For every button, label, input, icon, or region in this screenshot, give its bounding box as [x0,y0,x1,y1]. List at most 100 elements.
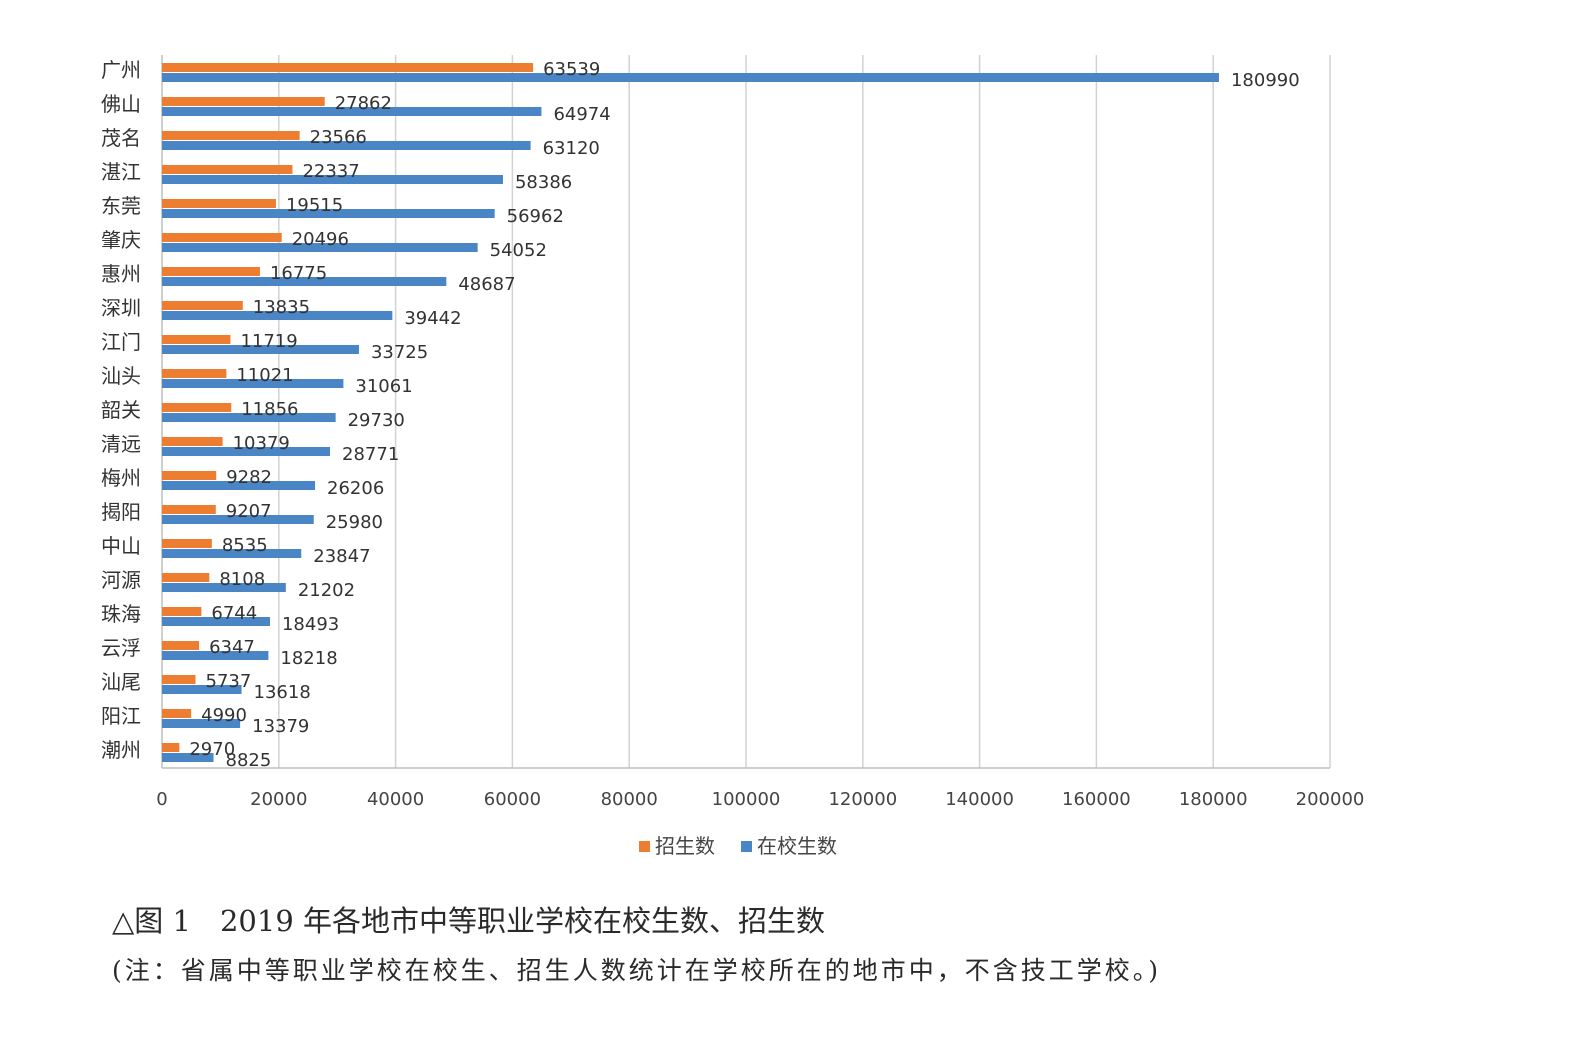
data-label-enrollment: 22337 [302,161,359,182]
data-label-in-school: 23847 [313,546,370,567]
category-label: 清远 [101,432,141,456]
bar-in-school [162,549,302,558]
bar-enrollment [162,539,212,548]
x-tick-label: 0 [156,789,167,810]
data-label-in-school: 63120 [543,138,600,159]
data-label-in-school: 64974 [553,104,610,125]
category-label: 河源 [101,568,141,592]
bar-enrollment [162,437,223,446]
bar-enrollment [162,267,260,276]
bar-enrollment [162,607,202,616]
bar-enrollment [162,709,192,718]
category-label: 肇庆 [101,228,141,252]
bar-enrollment [162,743,180,752]
category-label: 云浮 [101,636,141,660]
category-label: 汕尾 [101,670,141,694]
category-label: 茂名 [101,126,141,150]
data-label-in-school: 31061 [355,376,412,397]
bar-in-school [162,685,242,694]
x-tick-label: 40000 [367,789,424,810]
x-tick-label: 60000 [484,789,541,810]
bar-in-school [162,651,269,660]
data-label-in-school: 28771 [342,444,399,465]
data-label-in-school: 13379 [252,716,309,737]
x-tick-label: 80000 [601,789,658,810]
data-label-enrollment: 11021 [236,365,293,386]
legend-marker-enrollment [639,841,650,852]
data-label-in-school: 26206 [327,478,384,499]
data-label-in-school: 56962 [507,206,564,227]
x-tick-label: 180000 [1179,789,1248,810]
data-label-enrollment: 8535 [222,535,268,556]
category-label: 揭阳 [101,500,141,524]
bar-enrollment [162,301,243,310]
data-label-in-school: 48687 [458,274,515,295]
data-label-in-school: 54052 [490,240,547,261]
category-label: 潮州 [101,738,141,762]
category-label: 惠州 [101,262,141,286]
bar-in-school [162,413,336,422]
bar-enrollment [162,233,282,242]
bar-in-school [162,345,359,354]
data-label-in-school: 8825 [226,750,272,771]
figure-caption: △图 1 2019 年各地市中等职业学校在校生数、招生数 [112,904,825,938]
x-tick-label: 140000 [945,789,1014,810]
data-label-in-school: 39442 [404,308,461,329]
bar-enrollment [162,335,231,344]
bar-enrollment [162,505,216,514]
category-label: 韶关 [101,398,141,422]
bar-in-school [162,141,531,150]
x-tick-label: 100000 [712,789,781,810]
bar-in-school [162,209,495,218]
bar-in-school [162,719,241,728]
data-label-in-school: 25980 [326,512,383,533]
data-label-enrollment: 20496 [292,229,349,250]
bar-enrollment [162,675,196,684]
data-label-enrollment: 27862 [335,93,392,114]
bar-enrollment [162,199,276,208]
legend-label-enrollment: 招生数 [655,834,715,858]
bar-in-school [162,617,270,626]
data-label-enrollment: 13835 [253,297,310,318]
data-label-enrollment: 8108 [219,569,265,590]
bar-enrollment [162,471,217,480]
bar-in-school [162,277,447,286]
data-label-enrollment: 9207 [226,501,272,522]
bar-in-school [162,753,214,762]
bar-chart: 0 20000 40000 60000 80000 100000 120000 140000 1… [101,55,1364,858]
category-label: 汕头 [101,364,141,388]
category-label: 江门 [101,330,141,354]
data-label-in-school: 18493 [282,614,339,635]
bar-in-school [162,379,344,388]
category-label: 深圳 [101,296,141,320]
bar-enrollment [162,97,325,106]
bar-in-school [162,311,393,320]
bar-in-school [162,175,503,184]
category-label: 珠海 [101,602,141,626]
category-label: 东莞 [101,194,141,218]
data-label-enrollment: 5737 [206,671,252,692]
bar-enrollment [162,63,534,72]
x-tick-label: 120000 [828,789,897,810]
bar-enrollment [162,369,227,378]
category-label: 梅州 [101,466,141,490]
data-label-enrollment: 9282 [226,467,272,488]
data-label-enrollment: 2970 [189,739,235,760]
data-label-in-school: 180990 [1231,70,1300,91]
bar-enrollment [162,641,200,650]
bar-enrollment [162,573,210,582]
x-tick-label: 160000 [1062,789,1131,810]
data-label-enrollment: 16775 [270,263,327,284]
data-label-enrollment: 11856 [241,399,298,420]
bar-in-school [162,583,286,592]
data-label-in-school: 18218 [280,648,337,669]
x-tick-label: 20000 [250,789,307,810]
category-label: 湛江 [101,160,141,184]
data-label-in-school: 33725 [371,342,428,363]
category-label: 佛山 [101,92,141,116]
data-label-enrollment: 63539 [543,59,600,80]
data-label-in-school: 58386 [515,172,572,193]
data-label-enrollment: 11719 [240,331,297,352]
category-label: 广州 [101,58,141,82]
bar-enrollment [162,131,300,140]
